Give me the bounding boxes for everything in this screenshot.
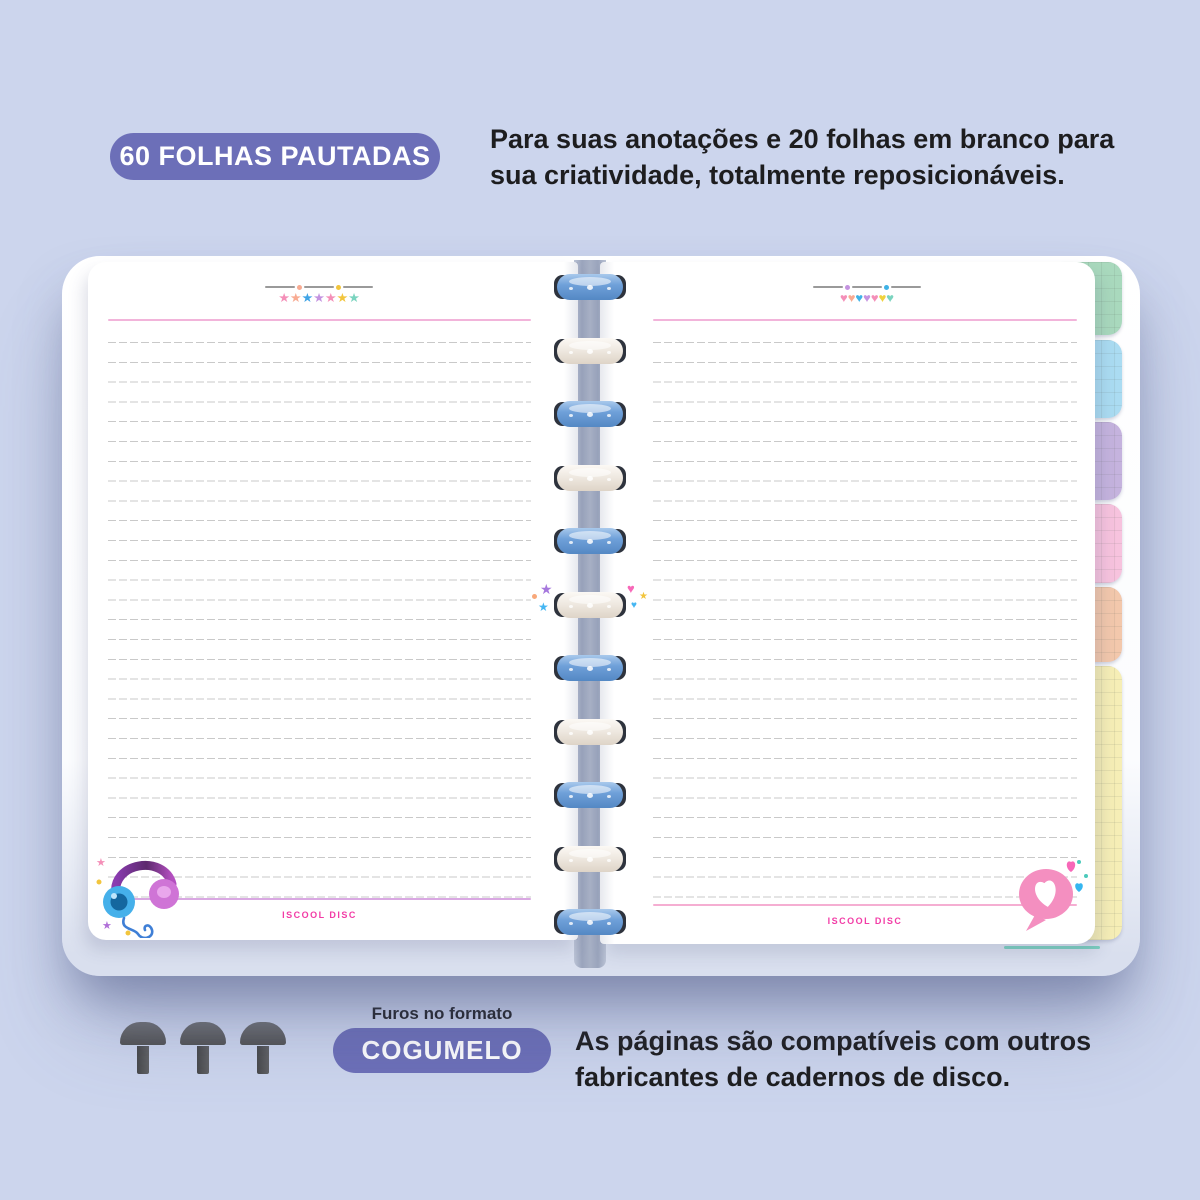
- feature-description-line2: sua criatividade, totalmente reposicioná…: [490, 160, 1065, 190]
- compatibility-line2: fabricantes de cadernos de disco.: [575, 1062, 1011, 1092]
- holes-format-label: Furos no formato: [371, 1004, 513, 1023]
- right-page: ♥♥♥♥♥♥♥ ISCOOL DISC: [600, 262, 1095, 944]
- sparkle-star-pink: ★: [96, 857, 106, 869]
- sparkle-star-purple: ★: [102, 920, 112, 932]
- binding-disc: [554, 655, 626, 681]
- sparkle-star: ★: [639, 591, 648, 602]
- garland-heart: ♥: [878, 290, 887, 305]
- footer-rule: [653, 904, 1077, 906]
- mushroom-icons: [120, 1022, 286, 1074]
- garland-star: ★: [348, 290, 360, 305]
- binding-disc: [554, 782, 626, 808]
- header-rule: [108, 319, 531, 321]
- mushroom-icon: [180, 1022, 226, 1074]
- garland-hearts: ♥♥♥♥♥♥♥: [812, 290, 922, 305]
- garland-heart: ♥: [855, 290, 864, 305]
- headphone-wire: [122, 916, 154, 938]
- compatibility-description: As páginas são compatíveis com outros fa…: [575, 1023, 1120, 1095]
- teal-dot: [1077, 860, 1081, 864]
- heart-bubble-illustration: [1019, 860, 1088, 931]
- headphone-band: [111, 861, 177, 901]
- sparkle-dot-yellow: [96, 879, 102, 885]
- earcup-right-center: [157, 886, 171, 898]
- footer-rule: [108, 898, 531, 900]
- left-page: ★★★★★★★ ISCOOL DISC ★ ★: [88, 262, 578, 940]
- divider-edge-accent: [1004, 946, 1100, 949]
- sparkle-heart: ♥: [631, 600, 637, 611]
- garland-heart: ♥: [886, 290, 895, 305]
- garland-star: ★: [278, 290, 290, 305]
- ruled-lines: [108, 342, 531, 898]
- sparkle-heart: ♥: [627, 581, 635, 596]
- header-rule: [653, 319, 1077, 321]
- sparkle-star: ★: [538, 600, 549, 614]
- garland-star: ★: [336, 290, 349, 305]
- binding-disc: [554, 464, 626, 491]
- brand-logo: ISCOOL DISC: [827, 916, 903, 926]
- headphones-illustration: ★ ★: [96, 857, 179, 938]
- garland-star: ★: [324, 290, 337, 305]
- garland-stars: ★★★★★★★: [264, 290, 374, 305]
- heart-garland: ♥♥♥♥♥♥♥: [812, 284, 922, 305]
- binding-disc: [554, 845, 626, 872]
- sparkle-dot-yellow2: [125, 930, 131, 936]
- garland-heart: ♥: [847, 290, 856, 305]
- garland-heart: ♥: [863, 290, 871, 305]
- binding-disc: [554, 718, 626, 745]
- compatibility-line1: As páginas são compatíveis com outros: [575, 1026, 1092, 1056]
- feature-description: Para suas anotações e 20 folhas em branc…: [490, 121, 1120, 193]
- garland-heart: ♥: [870, 290, 879, 305]
- garland-star: ★: [301, 290, 314, 305]
- speech-bubble-tail: [1026, 915, 1046, 931]
- small-pink-heart: [1066, 861, 1076, 872]
- brand-logo: ISCOOL DISC: [282, 910, 357, 920]
- star-garland: ★★★★★★★: [264, 284, 374, 305]
- feature-badge: 60 FOLHAS PAUTADAS: [110, 133, 440, 180]
- mushroom-icon: [120, 1022, 166, 1074]
- white-heart: [1035, 880, 1056, 907]
- binding-disc: [554, 401, 626, 427]
- garland-string: [812, 284, 922, 290]
- binding-disc: [554, 528, 626, 554]
- format-badge: COGUMELO: [333, 1028, 551, 1073]
- sparkle-star: ★: [540, 581, 553, 597]
- teal-dot2: [1084, 874, 1088, 878]
- mushroom-icon: [240, 1022, 286, 1074]
- binding-disc: [554, 337, 626, 364]
- ruled-lines: [653, 342, 1077, 904]
- garland-heart: ♥: [839, 290, 848, 305]
- garland-star: ★: [313, 290, 325, 305]
- binding-disc: [554, 591, 626, 618]
- feature-description-line1: Para suas anotações e 20 folhas em branc…: [490, 124, 1115, 154]
- small-blue-heart: [1075, 883, 1083, 892]
- binding-disc: [554, 274, 626, 300]
- binding-disc: [554, 909, 626, 935]
- garland-star: ★: [289, 290, 302, 305]
- earcup-left-shine: [111, 893, 117, 899]
- garland-string: [264, 284, 374, 290]
- sparkle-dot: [532, 594, 537, 599]
